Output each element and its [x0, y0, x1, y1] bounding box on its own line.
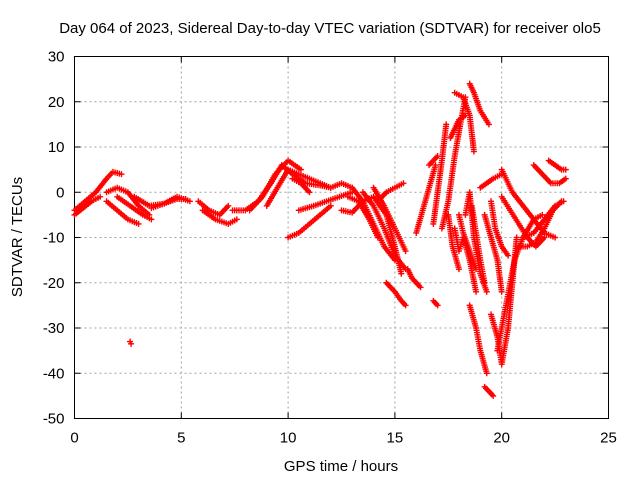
series-arc-49	[545, 157, 569, 173]
series-arc-29	[438, 94, 469, 232]
data-point	[297, 166, 304, 173]
y-tick-label: 30	[48, 49, 65, 66]
data-point	[483, 288, 490, 295]
series-arc-01	[71, 168, 125, 214]
data-point	[443, 121, 450, 128]
series-arc-50	[127, 338, 135, 347]
series-arc-09	[199, 207, 240, 227]
series-arc-30	[445, 211, 462, 273]
data-point	[455, 266, 462, 273]
axis-ticks: 0 5 10 15 20 25 -50 -40 -30 -20 -10 0 10 20 30	[43, 49, 617, 447]
y-tick-label: -40	[43, 365, 65, 382]
data-point	[128, 340, 135, 347]
series-arc-36	[466, 80, 492, 128]
data-point	[432, 162, 439, 169]
y-axis-label: SDTVAR / TECUs	[9, 177, 26, 297]
series-arc-11	[246, 157, 304, 214]
series-arc-44	[498, 166, 559, 241]
series-arc-02	[71, 193, 104, 218]
series-arc-38	[477, 171, 505, 191]
y-tick-label: 20	[48, 94, 65, 111]
data-point	[562, 175, 569, 182]
data-point	[434, 302, 441, 309]
series-arc-15	[289, 175, 313, 196]
series-arc-40	[481, 383, 497, 399]
y-tick-label: -50	[43, 411, 65, 428]
data-point	[398, 270, 405, 277]
series-arc-13	[285, 202, 334, 241]
x-tick-label: 10	[280, 430, 297, 447]
data-point	[513, 234, 520, 241]
data-point	[225, 202, 232, 209]
series-arc-04	[103, 198, 142, 227]
data-point	[402, 302, 409, 309]
data-point	[186, 198, 193, 205]
data-point	[402, 248, 409, 255]
data-point	[118, 171, 125, 178]
data-point	[233, 216, 240, 223]
series-arc-47	[520, 198, 567, 241]
data-point	[473, 288, 480, 295]
series-arc-33	[455, 211, 480, 273]
x-axis-label: GPS time / hours	[284, 458, 398, 475]
data-point	[135, 220, 142, 227]
data-point	[552, 234, 559, 241]
x-tick-label: 5	[177, 430, 185, 447]
series-arc-22	[383, 279, 409, 309]
series-arc-21	[374, 180, 407, 205]
x-tick-label: 15	[387, 430, 404, 447]
series-arc-24	[413, 162, 439, 236]
series-arc-23	[404, 266, 424, 291]
series-arc-31	[451, 89, 477, 155]
data-point	[434, 153, 441, 160]
data-point	[470, 148, 477, 155]
y-tick-label: 0	[56, 184, 64, 201]
series-arc-08	[195, 198, 232, 218]
y-tick-label: 10	[48, 139, 65, 156]
data-point	[306, 189, 313, 196]
series-arc-25	[430, 121, 450, 227]
x-tick-label: 20	[493, 430, 510, 447]
series-arc-42	[488, 198, 512, 259]
data-point	[560, 198, 567, 205]
series-arc-39	[481, 211, 505, 295]
y-tick-label: -30	[43, 320, 65, 337]
series-arc-48	[530, 162, 569, 187]
data-point	[391, 257, 398, 264]
y-tick-label: -20	[43, 275, 65, 292]
data-point	[505, 252, 512, 259]
series-arc-37	[468, 202, 488, 286]
data-point	[562, 166, 569, 173]
series-arc-05	[114, 193, 155, 223]
data-marks	[71, 80, 569, 399]
chart-title: Day 064 of 2023, Sidereal Day-to-day VTE…	[59, 20, 601, 37]
data-point	[148, 216, 155, 223]
series-arc-20	[370, 184, 409, 255]
data-point	[485, 121, 492, 128]
series-arc-35	[466, 302, 490, 377]
series-arc-18	[359, 189, 409, 273]
data-point	[327, 202, 334, 209]
data-point	[417, 284, 424, 291]
plot-frame	[74, 56, 609, 419]
data-point	[539, 211, 546, 218]
series-arc-12	[263, 166, 356, 209]
series-arc-07	[148, 193, 193, 212]
series-arc-19	[349, 184, 398, 264]
data-point	[400, 180, 407, 187]
data-point	[541, 234, 548, 241]
series-arc-26	[426, 153, 441, 169]
data-point	[97, 193, 104, 200]
x-tick-label: 0	[70, 430, 78, 447]
y-tick-label: -10	[43, 230, 65, 247]
data-point	[483, 370, 490, 377]
series-arc-32	[451, 225, 480, 295]
data-point	[490, 392, 497, 399]
data-point	[481, 279, 488, 286]
series-arc-27	[430, 297, 441, 309]
x-tick-label: 25	[600, 430, 617, 447]
data-point	[498, 288, 505, 295]
